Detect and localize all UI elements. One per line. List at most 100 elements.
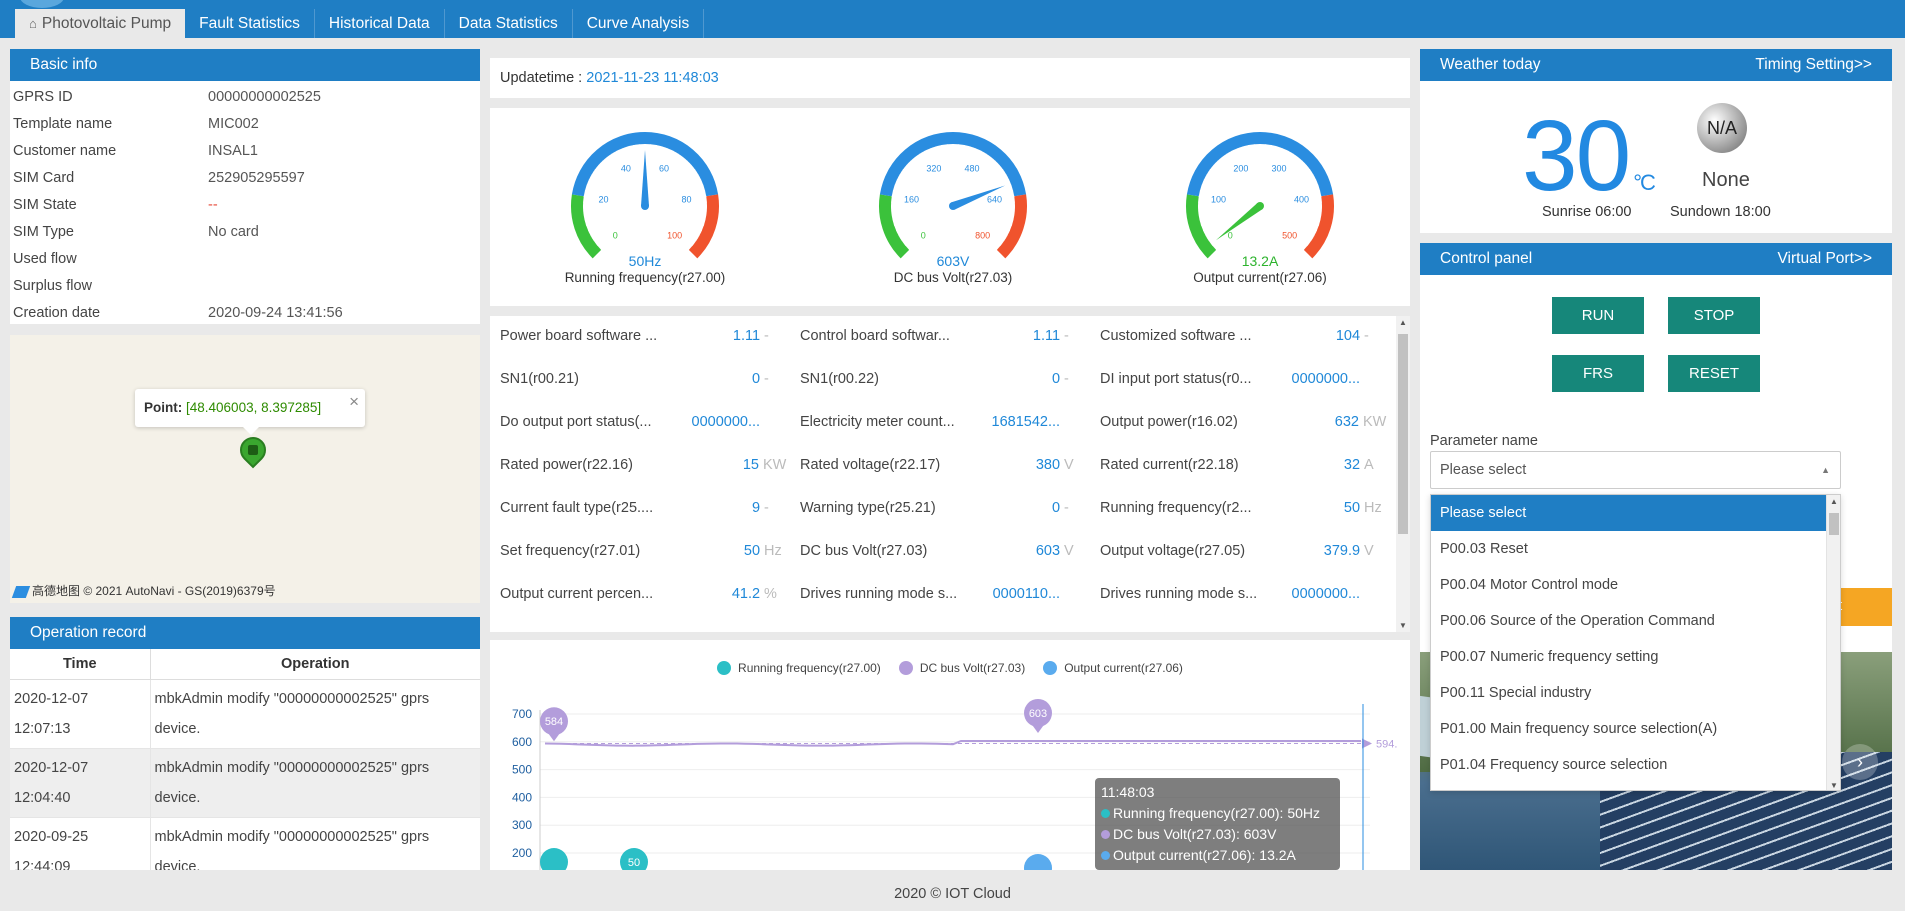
param-unit: [1364, 358, 1385, 401]
gauge-tick: [621, 148, 624, 152]
dropdown-option[interactable]: P00.07 Numeric frequency setting: [1440, 649, 1659, 665]
param-name: Output current percen...: [500, 586, 654, 602]
gauge-tick-label: 100: [667, 231, 682, 241]
dropdown-option[interactable]: P00.06 Source of the Operation Command: [1440, 613, 1715, 629]
marker-dc-bus-min[interactable]: 584: [540, 707, 568, 742]
gauge-tick: [593, 238, 597, 242]
param-name: Do output port status(...: [500, 414, 652, 430]
gauge-tick: [684, 245, 690, 251]
gauge-tick: [1291, 153, 1294, 157]
dropdown-option[interactable]: P01.00 Main frequency source selection(A…: [1440, 721, 1718, 737]
tab-photovoltaic-pump[interactable]: ⌂ Photovoltaic Pump: [15, 9, 186, 38]
dropdown-option[interactable]: P00.11 Special industry: [1440, 685, 1592, 701]
curve-chart[interactable]: Running frequency(r27.00) DC bus Volt(r27…: [490, 640, 1410, 870]
legend-item[interactable]: Running frequency(r27.00): [717, 661, 881, 675]
param-value: 1.11: [732, 328, 761, 344]
virtual-port-link[interactable]: Virtual Port>>: [1777, 250, 1873, 267]
param-value: 1.11: [1032, 328, 1061, 344]
update-time-bar: Updatetime : 2021-11-23 11:48:03: [490, 58, 1410, 98]
close-icon[interactable]: ×: [349, 392, 359, 411]
dropdown-option[interactable]: P01.04 Frequency source selection: [1440, 757, 1668, 773]
gauge-tick: [1295, 156, 1299, 160]
gauge-tick: [1317, 218, 1321, 220]
param-cell: Do output port status(... 0000000...: [490, 401, 785, 444]
gauge-tick: [602, 160, 605, 164]
param-name: Current fault type(r25....: [500, 500, 654, 516]
legend-item[interactable]: Output current(r27.06): [1043, 661, 1183, 675]
gauge-band: [879, 194, 910, 259]
gauge-tick-label: 320: [926, 164, 941, 174]
gauge-tick: [899, 174, 903, 177]
gauge-tick-label: 80: [681, 194, 691, 204]
gauges-panel: 0 20 40 60 80 100 50Hz Running frequency(r27.00…: [490, 108, 1410, 306]
basic-info-list: GPRS ID 00000000002525 Template name MIC00…: [10, 81, 480, 327]
gauge-tick: [585, 222, 592, 226]
dropdown-scrollbar[interactable]: ▲ ▼: [1826, 495, 1840, 790]
gauge-tick: [1304, 168, 1311, 174]
gauge-tick: [1313, 222, 1320, 226]
tab-data-statistics[interactable]: Data Statistics: [445, 9, 573, 38]
dropdown-option[interactable]: P00.04 Motor Control mode: [1440, 577, 1619, 593]
gauge-tick-label: 400: [1294, 194, 1309, 204]
legend-item[interactable]: DC bus Volt(r27.03): [898, 661, 1025, 675]
series-line-dc-bus-volt: [544, 739, 1361, 747]
param-cell: Electricity meter count... 1681542...: [790, 401, 1085, 444]
gauge-tick: [908, 245, 914, 251]
panel-title: Operation record: [30, 624, 147, 641]
parameter-select[interactable]: Please select ▲: [1430, 451, 1841, 489]
param-unit: [1064, 573, 1085, 616]
gauge-tick-label: 500: [1282, 231, 1297, 241]
gauge-tick: [1299, 245, 1305, 251]
param-unit: -: [1064, 371, 1069, 387]
map-info-popup: Point: [48.406003, 8.397285] ×: [135, 389, 365, 435]
column-header-time: Time: [10, 649, 151, 680]
gauge-tick: [627, 146, 629, 150]
gauge-tick: [924, 150, 929, 157]
gauge-tick: [666, 148, 669, 152]
carousel-next-icon[interactable]: ›: [1842, 744, 1878, 780]
marker-label: 50: [628, 857, 640, 869]
info-row-gprs-id: GPRS ID 00000000002525: [10, 84, 480, 111]
reset-button[interactable]: RESET: [1668, 355, 1760, 392]
gauge-tick: [586, 184, 590, 187]
y-tick-label: 600: [512, 735, 532, 749]
run-button[interactable]: RUN: [1552, 297, 1644, 334]
legend-label: Running frequency(r27.00): [738, 661, 881, 675]
gauge-dial: 0 160 320 480 640 800 603V: [879, 132, 1027, 269]
gauge-needle: [641, 150, 649, 206]
tab-curve-analysis[interactable]: Curve Analysis: [573, 9, 705, 38]
gauge-tick: [974, 148, 977, 152]
frs-button[interactable]: FRS: [1552, 355, 1644, 392]
operation-record-panel: Operation record Time Operation 2020-12-…: [10, 617, 480, 870]
gauge-tick: [969, 146, 971, 150]
marker-running-frequency[interactable]: 50: [620, 848, 648, 870]
gauge-tick: [1221, 156, 1225, 160]
param-unit: [1364, 573, 1385, 616]
gauge-band: [1186, 194, 1217, 259]
gauge-tick: [655, 145, 658, 149]
marker-partial: [1024, 854, 1052, 870]
gauge-tick: [1276, 146, 1278, 150]
cell-time: 2020-09-25 12:44:09: [10, 817, 151, 870]
info-key: Used flow: [13, 251, 77, 267]
tab-fault-statistics[interactable]: Fault Statistics: [185, 9, 315, 38]
gauge-tick: [919, 153, 922, 157]
operation-table: Time Operation 2020-12-07 12:07:13 mbkAd…: [10, 649, 480, 870]
gauge-tick-label: 300: [1272, 164, 1287, 174]
gauge-tick: [1209, 168, 1216, 174]
tab-historical-data[interactable]: Historical Data: [315, 9, 445, 38]
dropdown-option[interactable]: Please select: [1431, 495, 1826, 531]
weather-header: Weather today Timing Setting>>: [1420, 49, 1892, 81]
dropdown-option[interactable]: P00.03 Reset: [1440, 541, 1528, 557]
scrollbar-thumb[interactable]: [1398, 334, 1408, 534]
map-marker-icon[interactable]: [234, 431, 272, 469]
stop-button[interactable]: STOP: [1668, 297, 1760, 334]
marker-dc-bus-max[interactable]: 603: [1024, 698, 1052, 733]
scrollbar-thumb[interactable]: [1829, 513, 1839, 535]
weather-panel: Weather today Timing Setting>> 30 °C N/A …: [1420, 49, 1892, 233]
parameters-scrollbar[interactable]: ▲ ▼: [1396, 316, 1410, 632]
location-map[interactable]: Point: [48.406003, 8.397285] × 高德地图 © 20…: [10, 335, 480, 603]
timing-setting-link[interactable]: Timing Setting>>: [1755, 56, 1872, 73]
parameter-dropdown-list[interactable]: Please select P00.03 Reset P00.04 Motor …: [1430, 494, 1841, 791]
gauge-tick: [591, 174, 595, 177]
